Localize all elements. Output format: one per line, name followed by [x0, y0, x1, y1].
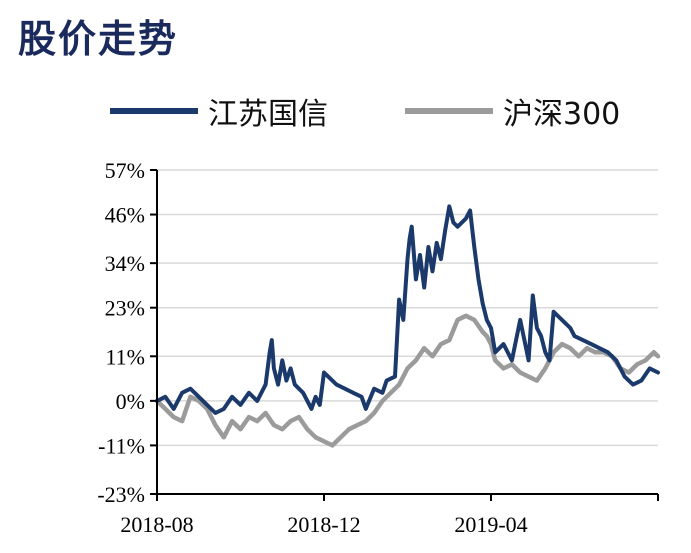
x-tick-label: 2019-04 — [454, 512, 527, 537]
y-tick-label: -23% — [97, 482, 145, 507]
y-tick-label: 46% — [105, 203, 145, 228]
y-tick-label: -11% — [98, 433, 145, 458]
y-tick-label: 57% — [105, 158, 145, 183]
x-tick-label: 2018-12 — [287, 512, 360, 537]
axes — [150, 169, 659, 501]
y-tick-label: 23% — [105, 296, 145, 321]
y-tick-label: 34% — [105, 251, 145, 276]
chart-legend: 江苏国信 沪深300 — [0, 86, 691, 136]
legend-swatch-series-1 — [110, 108, 198, 114]
legend-item-series-1: 江苏国信 — [110, 86, 328, 136]
grid-lines — [157, 169, 658, 447]
legend-item-series-2: 沪深300 — [405, 86, 620, 136]
legend-swatch-series-2 — [405, 108, 493, 114]
legend-label-series-2: 沪深300 — [503, 97, 621, 132]
series-line-1 — [155, 204, 660, 415]
y-tick-label: 0% — [116, 389, 145, 414]
page-title: 股价走势 — [18, 17, 179, 61]
series-lines — [154, 204, 661, 448]
series-line-2 — [154, 313, 661, 448]
tick-labels: 57% 46% 34% 23% 11% 0% -11% -23% 2018-08 2018-12 2… — [97, 158, 527, 537]
legend-label-series-1: 江苏国信 — [208, 97, 328, 132]
x-tick-label: 2018-08 — [120, 512, 193, 537]
y-tick-label: 11% — [105, 344, 145, 369]
